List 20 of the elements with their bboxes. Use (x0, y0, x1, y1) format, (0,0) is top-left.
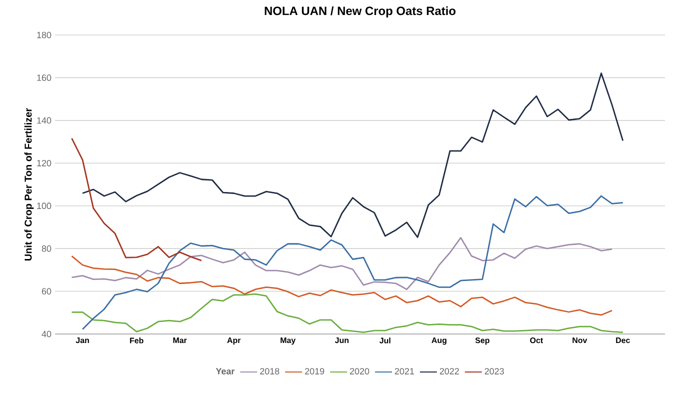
legend-label: 2019 (305, 368, 324, 374)
y-tick-label: 180 (37, 32, 52, 38)
line-series (71, 255, 613, 316)
y-tick-label: 120 (37, 160, 52, 166)
y-tick-label: 100 (37, 202, 52, 210)
y-tick-label: 140 (37, 117, 52, 124)
y-tick-label: 80 (42, 245, 52, 252)
legend-label: 2021 (394, 368, 414, 374)
legend-title: Year (216, 368, 235, 374)
legend-label: 2018 (260, 368, 280, 374)
chart-title: NOLA UAN / New Crop Oats Ratio (264, 6, 456, 18)
legend-label: 2022 (440, 368, 459, 374)
line-series (71, 138, 202, 262)
y-tick-label: 40 (42, 330, 52, 338)
legend-label: 2023 (484, 368, 504, 374)
legend-label: 2020 (350, 368, 370, 374)
y-tick-label: 160 (37, 74, 52, 81)
line-series (71, 293, 624, 333)
y-tick-label: 60 (42, 288, 52, 294)
y-axis-title: Unit of Crop Per Ton of Fertilizer (24, 108, 34, 260)
